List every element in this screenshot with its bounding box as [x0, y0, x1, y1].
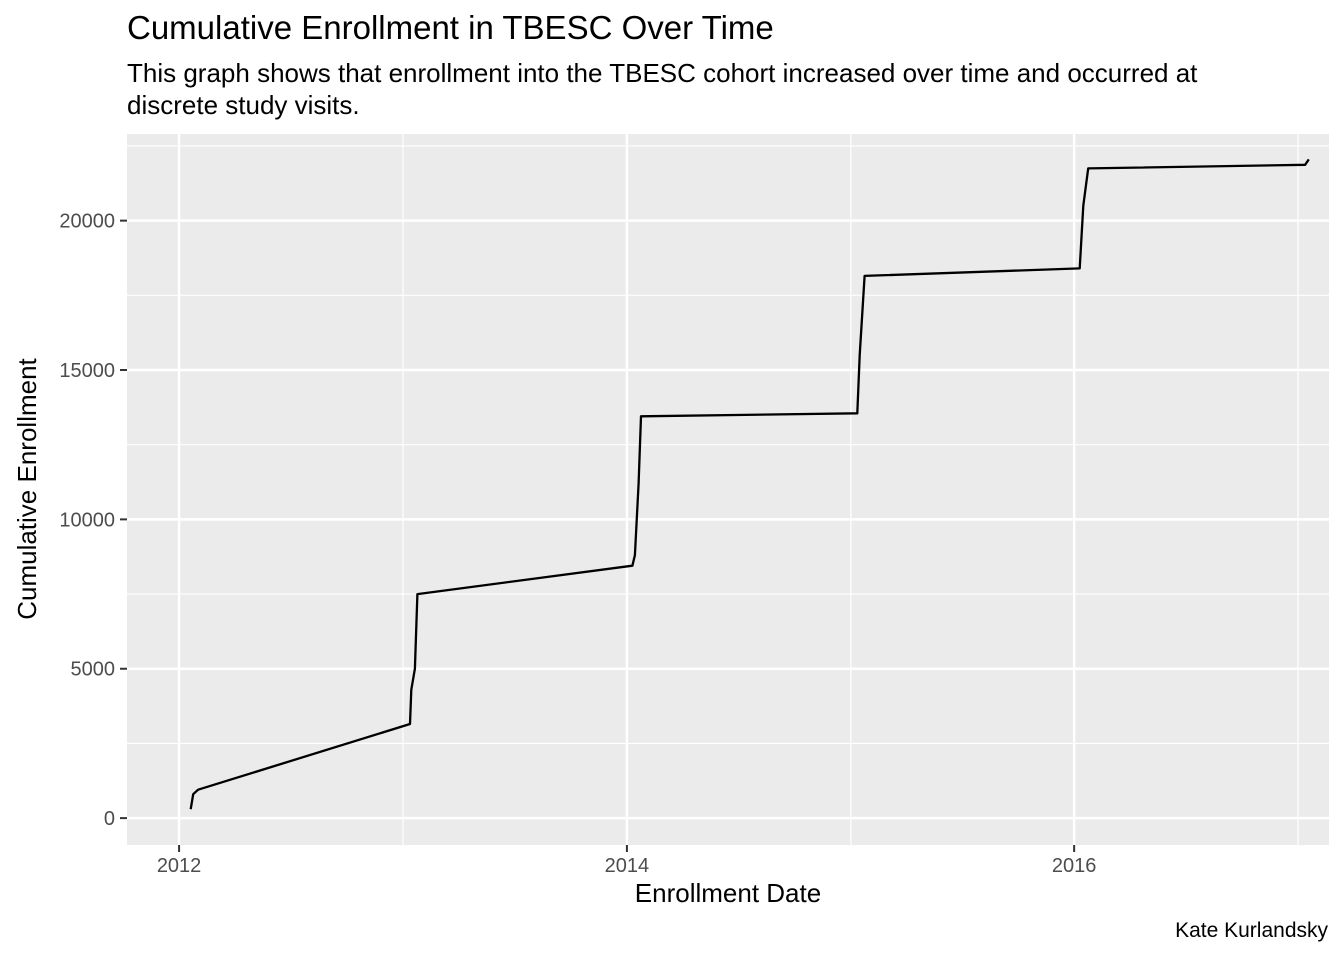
y-axis: 0 5000 10000 15000 20000: [59, 211, 127, 830]
plot-panel: [127, 134, 1329, 845]
chart-caption: Kate Kurlandsky: [1175, 919, 1328, 942]
y-tick-label: 5000: [71, 659, 116, 681]
x-tick-label: 2014: [605, 855, 650, 877]
grid-major: [127, 134, 1329, 845]
x-tick-label: 2016: [1052, 855, 1097, 877]
grid-minor: [127, 134, 1329, 845]
chart-title: Cumulative Enrollment in TBESC Over Time: [127, 9, 774, 46]
x-tick-label: 2012: [157, 855, 202, 877]
y-tick-label: 20000: [59, 211, 115, 233]
series-line: [189, 158, 1310, 810]
y-tick-label: 15000: [59, 360, 115, 382]
y-axis-title: Cumulative Enrollment: [12, 357, 42, 619]
x-axis-title: Enrollment Date: [635, 878, 821, 908]
x-axis: 2012 2014 2016: [157, 845, 1097, 877]
y-tick-label: 0: [104, 808, 115, 830]
chart-subtitle: This graph shows that enrollment into th…: [127, 58, 1198, 120]
y-tick-label: 10000: [59, 509, 115, 531]
